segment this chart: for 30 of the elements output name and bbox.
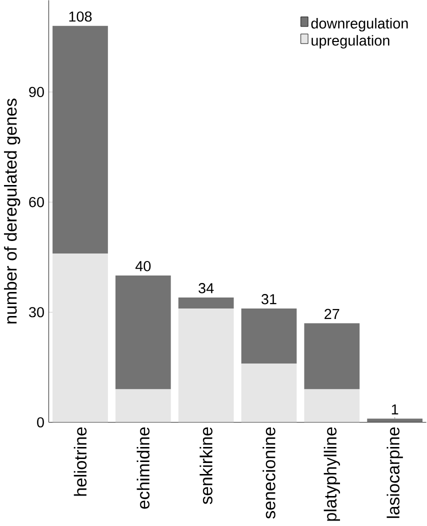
x-tick-label: senkirkine xyxy=(200,427,213,504)
total-label: 40 xyxy=(136,261,151,272)
total-label: 31 xyxy=(262,294,277,304)
legend-label: downregulation xyxy=(312,18,408,32)
total-label: 27 xyxy=(324,308,340,319)
total-label: 34 xyxy=(198,283,214,294)
bar xyxy=(242,364,297,422)
bar xyxy=(178,298,234,309)
y-axis-title: number of deregulated genes xyxy=(4,98,20,324)
bar xyxy=(242,308,297,364)
x-tick-label: senecionine xyxy=(262,427,276,519)
x-tick-label: platyphylline xyxy=(324,427,340,521)
legend-label: upregulation xyxy=(312,35,390,49)
x-tick-label: echimidine xyxy=(137,427,150,509)
bar xyxy=(52,253,108,422)
y-tick-label: 30 xyxy=(29,307,44,318)
y-tick-label: 90 xyxy=(29,86,44,98)
bar xyxy=(304,323,360,390)
bar xyxy=(367,418,423,422)
y-tick-label: 0 xyxy=(37,417,44,428)
y-tick-label: 60 xyxy=(29,196,44,208)
bar xyxy=(178,308,234,422)
total-label: 1 xyxy=(392,404,398,414)
bar xyxy=(116,389,172,422)
bar xyxy=(116,275,172,390)
x-tick-label: heliotrine xyxy=(74,427,87,496)
bar xyxy=(304,389,360,422)
x-tick-label: lasiocarpine xyxy=(386,427,404,518)
bar xyxy=(52,26,108,254)
total-label: 108 xyxy=(70,11,92,22)
